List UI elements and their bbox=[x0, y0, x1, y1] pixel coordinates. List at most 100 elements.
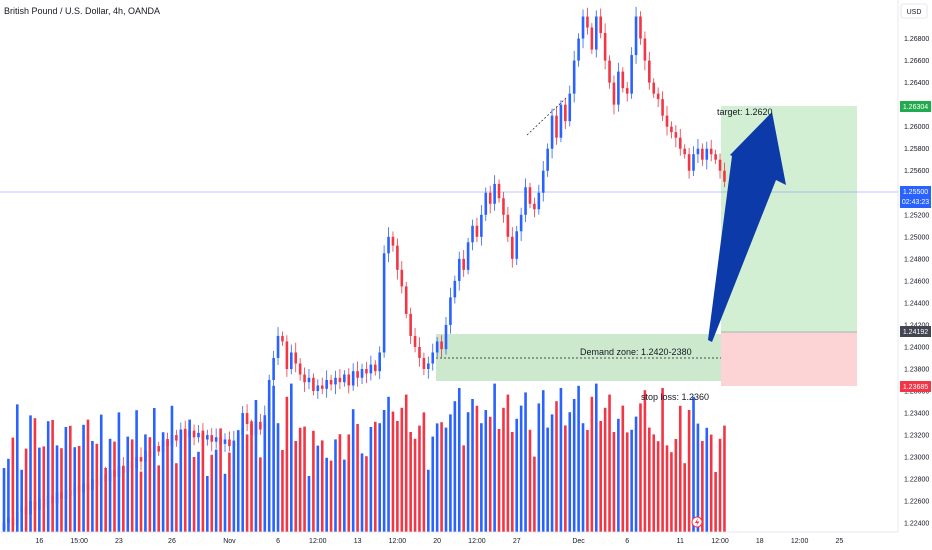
price-tick-label: 1.24600 bbox=[904, 278, 929, 285]
volume-bar bbox=[312, 430, 315, 532]
price-tick-label: 1.26000 bbox=[904, 124, 929, 131]
volume-bar bbox=[382, 410, 386, 532]
volume-bar bbox=[197, 451, 200, 532]
volume-bar bbox=[674, 439, 678, 532]
volume-bar bbox=[435, 423, 439, 532]
volume-bar bbox=[449, 414, 452, 532]
volume-bar bbox=[192, 457, 196, 532]
target-arrow[interactable] bbox=[708, 112, 786, 342]
candle bbox=[612, 75, 616, 115]
volume-bar bbox=[42, 446, 46, 532]
time-tick-label: Nov bbox=[223, 538, 236, 545]
candle bbox=[568, 85, 572, 127]
volume-bar bbox=[466, 412, 470, 532]
target-label: target: 1.2620 bbox=[717, 107, 773, 117]
candle bbox=[519, 207, 523, 241]
volume-bar bbox=[148, 437, 152, 532]
candle bbox=[312, 373, 315, 396]
volume-bar bbox=[723, 425, 726, 532]
svg-text:1.26304: 1.26304 bbox=[903, 104, 928, 111]
candle bbox=[687, 148, 691, 179]
current-price-tag: 1.25500 02:43:23 bbox=[900, 186, 931, 208]
candle bbox=[267, 374, 271, 422]
volume-bar bbox=[356, 424, 359, 532]
volume-bar bbox=[294, 441, 298, 532]
volume-bar bbox=[365, 456, 368, 532]
candle bbox=[99, 468, 103, 494]
candle bbox=[281, 331, 284, 346]
time-tick-label: 6 bbox=[625, 538, 629, 545]
price-tick-label: 1.23200 bbox=[904, 433, 929, 440]
lightning-icon[interactable] bbox=[691, 516, 703, 528]
target-price-tag: 1.26304 bbox=[900, 101, 931, 112]
volume-bar bbox=[577, 385, 580, 532]
candle bbox=[581, 9, 585, 49]
time-axis[interactable] bbox=[0, 532, 932, 550]
price-tick-label: 1.22800 bbox=[904, 477, 929, 484]
candle bbox=[320, 377, 324, 395]
time-tick-label: 18 bbox=[756, 538, 764, 545]
candle bbox=[343, 370, 346, 387]
volume-bar bbox=[303, 426, 306, 532]
candle bbox=[382, 245, 386, 358]
price-tick-label: 1.24400 bbox=[904, 300, 929, 307]
candle bbox=[360, 363, 364, 384]
candle bbox=[46, 485, 50, 516]
volume-bar bbox=[126, 436, 130, 532]
price-tick-label: 1.26600 bbox=[904, 58, 929, 65]
candle bbox=[484, 187, 488, 221]
candle bbox=[546, 143, 549, 177]
volume-bar bbox=[488, 416, 492, 532]
volume-bar bbox=[625, 432, 629, 532]
countdown: 02:43:23 bbox=[902, 199, 929, 206]
volume-bar bbox=[502, 407, 505, 532]
candle bbox=[24, 499, 28, 525]
time-tick-label: 11 bbox=[677, 538, 684, 545]
price-tick-label: 1.23800 bbox=[904, 366, 929, 373]
candle bbox=[670, 121, 673, 139]
candle bbox=[126, 457, 130, 477]
candle bbox=[356, 361, 359, 387]
candle bbox=[325, 370, 328, 398]
candle bbox=[108, 460, 112, 491]
candle bbox=[506, 206, 510, 243]
stop-price-tag: 1.23685 bbox=[900, 381, 931, 392]
candle bbox=[696, 139, 700, 164]
volume-bar bbox=[250, 421, 253, 532]
volume-bar bbox=[480, 423, 483, 532]
volume-bar bbox=[661, 388, 664, 532]
candle bbox=[656, 87, 660, 108]
volume-bar bbox=[351, 409, 355, 532]
candle bbox=[533, 197, 536, 218]
volume-bar bbox=[440, 422, 443, 532]
volume-bar bbox=[343, 459, 346, 532]
candle bbox=[77, 476, 81, 502]
candle bbox=[524, 178, 527, 222]
stop-zone[interactable] bbox=[721, 332, 857, 386]
volume-bar bbox=[152, 408, 156, 532]
volume-bar bbox=[290, 383, 293, 532]
demand-zone[interactable] bbox=[436, 334, 721, 381]
volume-bar bbox=[555, 401, 558, 532]
currency-button[interactable]: USD bbox=[900, 3, 928, 19]
volume-bar bbox=[617, 418, 620, 532]
volume-bar bbox=[643, 390, 647, 532]
volume-bar bbox=[130, 439, 134, 532]
candle bbox=[183, 420, 187, 445]
volume-bar bbox=[462, 445, 465, 532]
price-axis[interactable] bbox=[898, 0, 932, 532]
volume-bar bbox=[241, 427, 244, 532]
price-tick-label: 1.26400 bbox=[904, 80, 929, 87]
candle bbox=[73, 477, 77, 501]
price-tick-label: 1.24000 bbox=[904, 344, 929, 351]
candle bbox=[515, 226, 519, 266]
volume-bar bbox=[511, 432, 514, 532]
volume-bar bbox=[665, 445, 669, 532]
candle bbox=[577, 33, 580, 67]
volume-bar bbox=[320, 440, 324, 532]
candle bbox=[400, 261, 404, 294]
volume-bar bbox=[378, 423, 381, 532]
candle bbox=[86, 476, 90, 500]
candle bbox=[192, 424, 196, 446]
